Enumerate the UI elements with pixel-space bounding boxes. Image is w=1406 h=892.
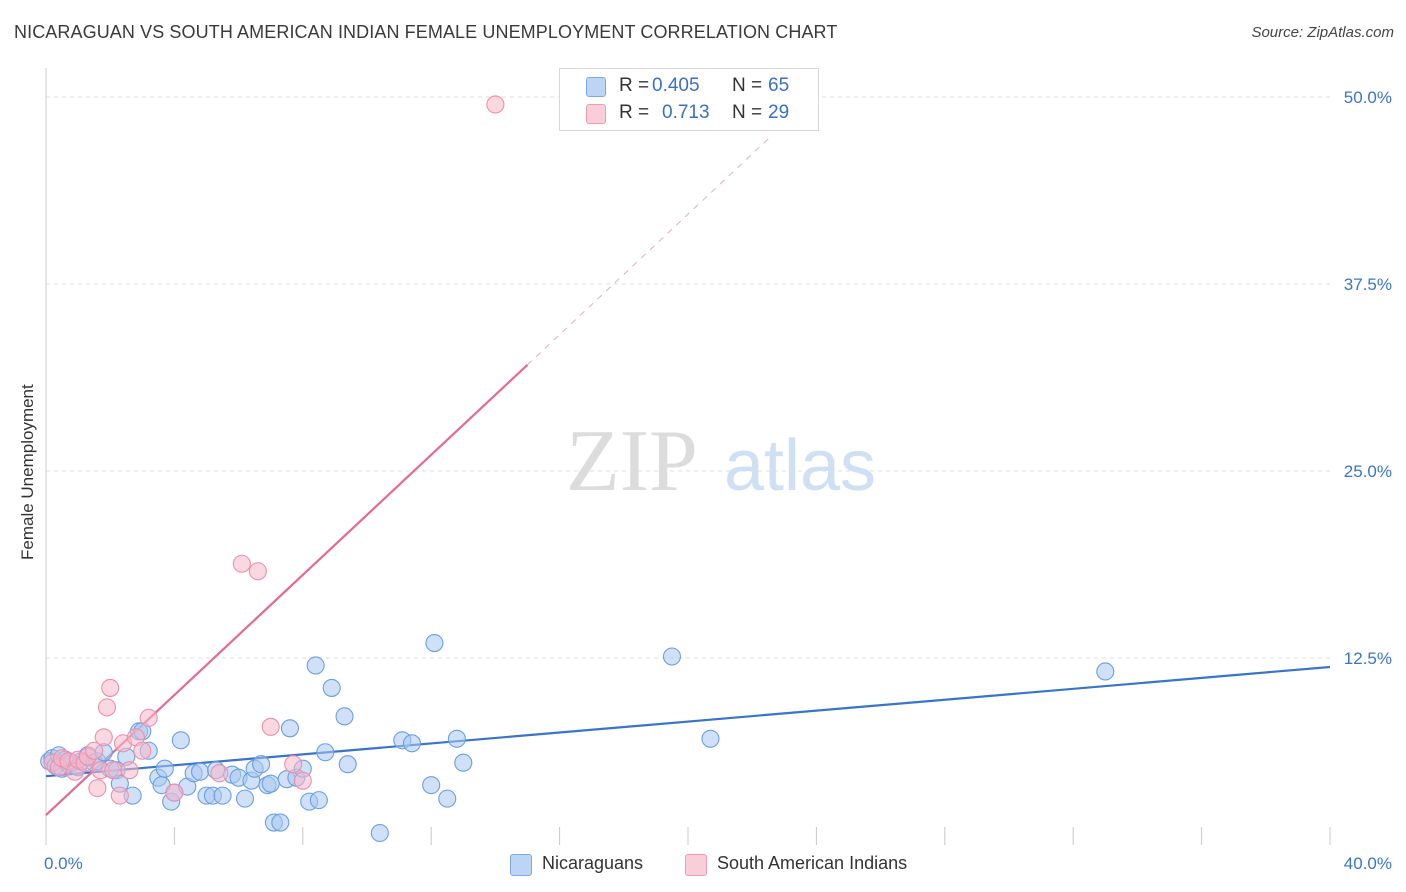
data-point: [210, 764, 229, 783]
data-point: [120, 761, 139, 780]
data-point: [235, 789, 255, 808]
y-tick-label: 12.5%: [1344, 649, 1392, 668]
correlation-legend: R = 0.405 N = 65 R = 0.713 N = 29: [559, 68, 819, 131]
data-point: [402, 734, 421, 753]
legend-swatch-south-american-indians: [586, 104, 606, 124]
data-points: [40, 95, 1115, 843]
grid-lines: [46, 96, 1330, 659]
data-point: [88, 779, 107, 798]
x-tick-label: 40.0%: [1344, 854, 1392, 873]
data-point: [425, 633, 444, 653]
axes: [45, 68, 1331, 845]
data-point: [316, 743, 335, 762]
data-point: [248, 562, 267, 581]
y-tick-label: 50.0%: [1344, 88, 1392, 107]
trend-line: [45, 665, 1331, 778]
data-point: [261, 774, 280, 793]
data-point: [454, 753, 473, 772]
data-point: [104, 761, 123, 780]
data-point: [280, 719, 300, 738]
data-point: [261, 717, 280, 736]
data-point: [101, 678, 120, 697]
data-point: [1096, 662, 1115, 681]
data-point: [284, 755, 303, 774]
data-point: [662, 647, 682, 666]
legend-r-label: R =: [619, 102, 650, 123]
data-point: [701, 729, 720, 748]
data-point: [133, 741, 152, 760]
data-point: [165, 783, 184, 802]
data-point: [370, 823, 389, 843]
y-tick-label: 37.5%: [1344, 275, 1392, 294]
legend-r-label: R =: [619, 75, 650, 96]
data-point: [94, 728, 113, 747]
data-point: [447, 729, 466, 748]
data-point: [171, 731, 190, 750]
bottom-legend-swatch: [510, 854, 532, 876]
data-point: [335, 707, 354, 726]
data-point: [322, 678, 341, 697]
data-point: [422, 776, 441, 795]
legend-r-value: 0.713: [662, 102, 710, 123]
data-point: [338, 755, 357, 774]
x-tick-label: 0.0%: [44, 854, 83, 873]
data-point: [486, 95, 505, 114]
source-label: Source: ZipAtlas.com: [1251, 24, 1394, 41]
watermark-zip: ZIP: [566, 413, 698, 510]
trend-line-extension: [527, 138, 769, 366]
y-tick-label: 25.0%: [1344, 462, 1392, 481]
legend-n-value: 29: [768, 102, 790, 123]
data-point: [155, 759, 174, 778]
y-axis-label: Female Unemployment: [18, 384, 37, 560]
data-point: [213, 786, 232, 805]
bottom-legend-label: South American Indians: [717, 853, 908, 873]
data-point: [252, 755, 271, 774]
chart-title: NICARAGUAN VS SOUTH AMERICAN INDIAN FEMA…: [14, 22, 838, 42]
data-point: [293, 771, 312, 790]
data-point: [438, 789, 457, 808]
bottom-legend-swatch: [685, 854, 707, 876]
data-point: [232, 554, 251, 573]
data-point: [309, 791, 328, 810]
legend-n-label: N =: [732, 75, 763, 96]
legend-r-value: 0.405: [652, 75, 700, 96]
bottom-legend-label: Nicaraguans: [542, 853, 644, 873]
data-point: [97, 698, 117, 717]
data-point: [306, 656, 325, 675]
legend-n-label: N =: [732, 102, 763, 123]
legend-n-value: 65: [768, 75, 790, 96]
data-point: [139, 708, 158, 727]
tick-labels: 12.5% 25.0% 37.5% 50.0% 0.0% 40.0%: [44, 88, 1392, 873]
data-point: [110, 786, 129, 805]
watermark: ZIP atlas: [566, 413, 876, 510]
data-point: [191, 762, 210, 781]
data-point: [271, 813, 290, 832]
watermark-atlas: atlas: [724, 426, 876, 506]
data-point: [85, 741, 104, 760]
legend-swatch-nicaraguans: [586, 77, 606, 97]
